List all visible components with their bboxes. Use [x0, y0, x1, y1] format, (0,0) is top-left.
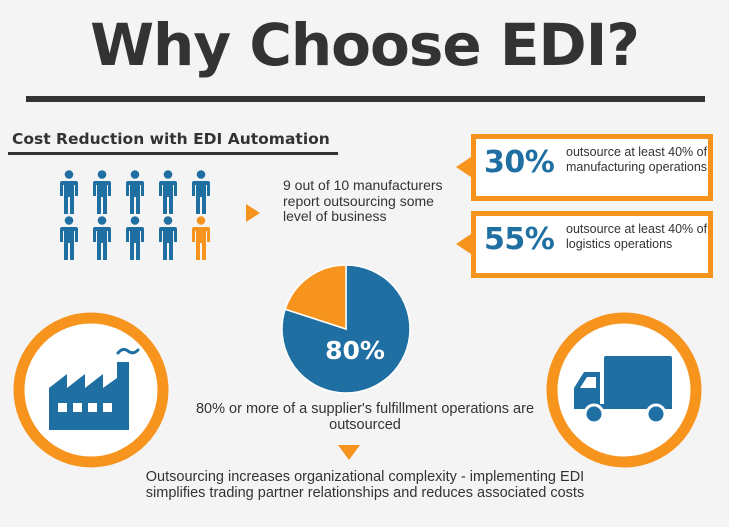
stat-text: outsource at least 40% of logistics oper… — [566, 222, 708, 251]
section-title: Cost Reduction with EDI Automation — [12, 130, 330, 148]
section-divider — [8, 152, 338, 155]
person-icon — [159, 170, 177, 214]
person-icon — [159, 216, 177, 260]
stat-text: outsource at least 40% of manufacturing … — [566, 145, 708, 174]
person-icon — [126, 170, 144, 214]
person-icon — [192, 216, 210, 260]
stat-box-manufacturing: 30% outsource at least 40% of manufactur… — [471, 134, 713, 201]
person-icon — [126, 216, 144, 260]
arrow-left-icon — [456, 234, 471, 254]
stat-box-logistics: 55% outsource at least 40% of logistics … — [471, 211, 713, 278]
stat-number: 30% — [484, 145, 555, 180]
person-icon — [60, 170, 78, 214]
manufacturers-stat-text: 9 out of 10 manufacturers report outsour… — [283, 177, 443, 224]
person-icon — [93, 216, 111, 260]
arrow-right-icon — [246, 204, 260, 222]
factory-icon — [13, 312, 169, 468]
pie-slice-1 — [284, 264, 347, 331]
conclusion-text: Outsourcing increases organizational com… — [145, 469, 585, 501]
people-grid — [60, 170, 220, 262]
pie-chart — [281, 264, 411, 394]
person-icon — [93, 170, 111, 214]
arrow-left-icon — [456, 157, 471, 177]
pie-slice-0 — [281, 264, 411, 394]
pie-slice-label: 80% — [325, 336, 385, 365]
pie-caption: 80% or more of a supplier's fulfillment … — [195, 401, 535, 433]
page-title: Why Choose EDI? — [90, 11, 640, 79]
stat-number: 55% — [484, 222, 555, 257]
truck-icon — [546, 312, 702, 468]
person-icon — [192, 170, 210, 214]
person-icon — [60, 216, 78, 260]
arrow-down-icon — [338, 445, 360, 460]
title-divider — [26, 96, 705, 102]
